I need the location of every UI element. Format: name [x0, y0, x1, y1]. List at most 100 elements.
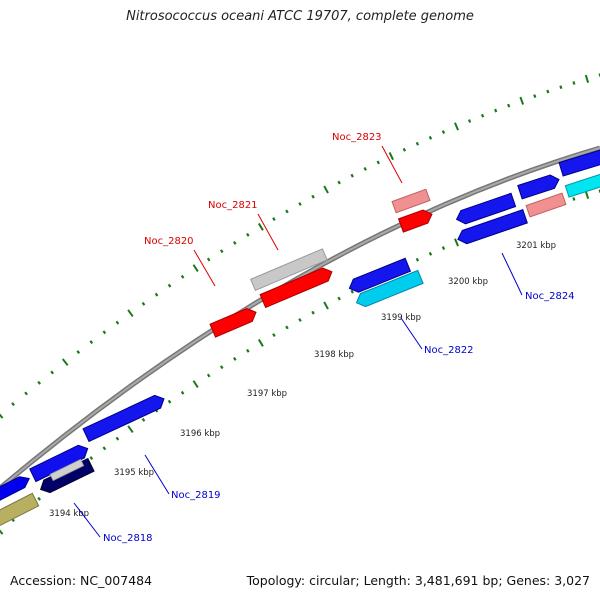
gene-forward[interactable]: [259, 265, 335, 309]
gene-forward[interactable]: [517, 173, 561, 200]
gene-forward[interactable]: [558, 148, 600, 177]
tick-mark: [441, 246, 446, 250]
tick-mark: [115, 436, 120, 441]
kbp-label: 3194 kbp: [49, 509, 89, 519]
tick-mark: [441, 130, 446, 134]
gene-label[interactable]: Noc_2823: [332, 132, 382, 143]
tick-mark: [89, 340, 94, 345]
tick-mark: [311, 310, 315, 315]
tick-mark: [89, 456, 94, 461]
gene-forward[interactable]: [29, 442, 91, 483]
tick-mark: [76, 350, 81, 354]
callout-line: [501, 252, 523, 296]
tick-mark: [167, 283, 172, 288]
map-title: Nitrosococcus oceani ATCC 19707, complet…: [126, 9, 474, 24]
tick-mark: [337, 296, 341, 301]
tick-mark: [141, 417, 146, 422]
topology-text: Topology: circular; Length: 3,481,691 bp…: [246, 573, 590, 588]
gene-label[interactable]: Noc_2820: [144, 236, 194, 247]
tick-mark: [192, 264, 199, 272]
tick-mark: [37, 380, 41, 385]
tick-mark: [154, 292, 159, 297]
gene-label[interactable]: Noc_2824: [525, 291, 575, 302]
gene-reverse[interactable]: [354, 269, 424, 309]
tick-mark: [50, 370, 55, 375]
tick-mark: [480, 113, 485, 118]
tick-mark: [180, 274, 185, 279]
tick-mark: [323, 185, 329, 194]
tick-mark: [415, 141, 420, 146]
tick-mark: [0, 413, 4, 419]
kbp-label: 3198 kbp: [314, 350, 354, 360]
tick-mark: [454, 238, 460, 247]
tick-mark: [311, 194, 315, 199]
tick-mark: [533, 94, 537, 98]
tick-mark: [180, 390, 185, 395]
gene-forward[interactable]: [397, 208, 435, 233]
tick-mark: [11, 402, 15, 407]
tick-mark: [102, 330, 107, 335]
callout-line: [381, 145, 403, 184]
tick-mark: [428, 251, 433, 256]
gene-forward[interactable]: [525, 192, 567, 218]
gene-label[interactable]: Noc_2822: [424, 345, 474, 356]
tick-mark: [454, 122, 460, 131]
forward-tick-track: [0, 73, 600, 419]
tick-mark: [233, 356, 237, 361]
tick-mark: [494, 108, 498, 113]
tick-mark: [37, 496, 41, 501]
kbp-label: 3197 kbp: [247, 389, 287, 399]
gene-reverse[interactable]: [454, 192, 517, 226]
callout-line: [400, 317, 423, 350]
gene-reverse[interactable]: [456, 209, 528, 246]
callout-line: [193, 249, 216, 287]
reverse-tick-track: [0, 189, 600, 535]
tick-mark: [285, 325, 289, 330]
tick-mark: [206, 257, 211, 262]
kbp-label: 3196 kbp: [180, 429, 220, 439]
tick-mark: [402, 147, 407, 152]
tick-mark: [350, 173, 354, 178]
tick-mark: [467, 119, 472, 123]
tick-mark: [61, 358, 69, 366]
tick-mark: [572, 81, 576, 85]
tick-mark: [572, 197, 576, 201]
tick-mark: [219, 365, 224, 370]
kbp-label: 3201 kbp: [516, 241, 556, 251]
gene-forward[interactable]: [82, 392, 167, 443]
callout-line: [144, 454, 170, 495]
tick-mark: [546, 89, 550, 94]
tick-mark: [350, 289, 354, 294]
tick-mark: [584, 74, 590, 84]
tick-mark: [507, 103, 511, 108]
gene-reverse[interactable]: [347, 257, 412, 295]
gene-forward[interactable]: [0, 473, 32, 509]
gene-forward[interactable]: [564, 172, 600, 198]
tick-mark: [415, 257, 420, 262]
kbp-label: 3195 kbp: [114, 468, 154, 478]
gene-label[interactable]: Noc_2821: [208, 200, 258, 211]
tick-mark: [272, 333, 276, 338]
tick-mark: [141, 301, 146, 306]
gene-forward[interactable]: [391, 188, 431, 214]
tick-mark: [285, 209, 289, 214]
gene-callouts: Noc_2820 Noc_2821 Noc_2823 Noc_2818 Noc_2819…: [73, 132, 575, 544]
gene-reverse[interactable]: [49, 458, 85, 482]
tick-mark: [127, 309, 134, 318]
gene-forward[interactable]: [209, 306, 259, 338]
tick-mark: [337, 180, 341, 185]
tick-mark: [257, 222, 264, 231]
gene-label[interactable]: Noc_2818: [103, 533, 153, 544]
tick-mark: [233, 240, 237, 245]
tick-mark: [584, 190, 590, 200]
tick-mark: [24, 391, 28, 396]
gene-forward[interactable]: [250, 248, 328, 292]
tick-mark: [323, 301, 329, 310]
tick-mark: [167, 399, 172, 404]
tick-mark: [102, 446, 107, 451]
gene-label[interactable]: Noc_2819: [171, 490, 221, 501]
gene-reverse[interactable]: [0, 492, 40, 533]
tick-mark: [206, 373, 211, 378]
tick-mark: [272, 217, 276, 222]
tick-mark: [363, 167, 367, 171]
